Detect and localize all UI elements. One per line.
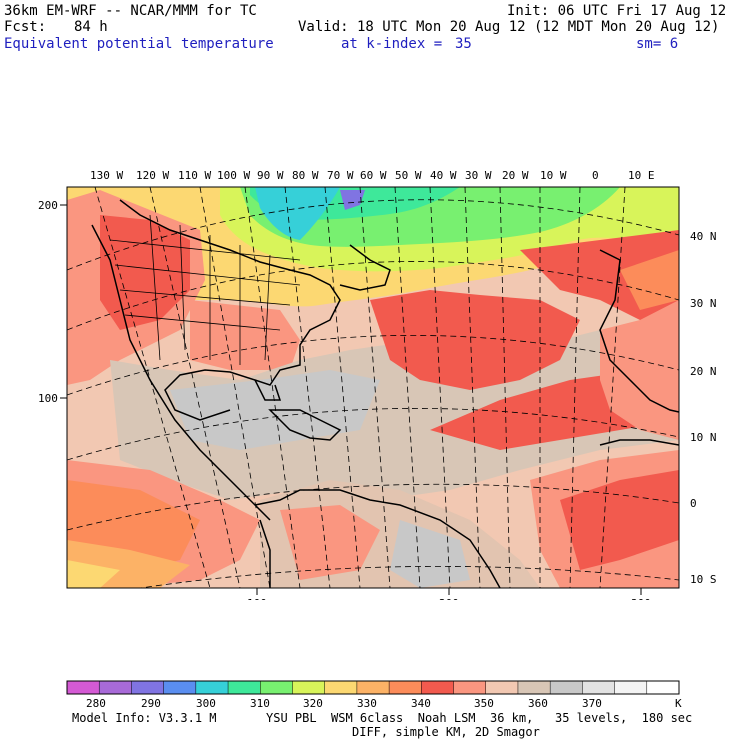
lon-label: 10 E bbox=[628, 169, 655, 182]
colorbar-swatch bbox=[453, 681, 487, 694]
lon-label: 40 W bbox=[430, 169, 457, 182]
longitude-labels: 130 W 120 W 110 W 100 W 90 W 80 W 70 W 6… bbox=[90, 169, 655, 182]
colorbar-swatch bbox=[614, 681, 648, 694]
model-title: 36km EM-WRF -- NCAR/MMM for TC bbox=[4, 3, 257, 19]
map-frame bbox=[66, 186, 680, 589]
colorbar-tick: 330 bbox=[357, 697, 377, 710]
frame-ticks bbox=[60, 204, 642, 595]
grid-x-label: 100 bbox=[247, 597, 267, 600]
colorbar-swatch bbox=[324, 681, 358, 694]
colorbar-unit: K bbox=[675, 697, 682, 710]
colorbar-swatch bbox=[131, 681, 165, 694]
valid-time: Valid: 18 UTC Mon 20 Aug 12 (12 MDT Mon … bbox=[298, 19, 720, 35]
colorbar-tick: 340 bbox=[411, 697, 431, 710]
colorbar-swatch bbox=[99, 681, 132, 694]
lon-label: 0 bbox=[592, 169, 599, 182]
physics-info: YSU PBL WSM 6class Noah LSM 36 km, 35 le… bbox=[266, 711, 693, 725]
colorbar-swatch bbox=[163, 681, 197, 694]
colorbar-swatch bbox=[389, 681, 422, 694]
coastlines bbox=[91, 199, 679, 588]
lat-label: 20 N bbox=[690, 365, 717, 378]
forecast-label: Fcst: bbox=[4, 19, 47, 35]
color-bar: 280 290 300 310 320 330 340 350 360 370 … bbox=[66, 680, 682, 710]
lon-label: 50 W bbox=[395, 169, 422, 182]
lat-label: 40 N bbox=[690, 230, 717, 243]
lon-label: 20 W bbox=[502, 169, 529, 182]
colorbar-tick: 350 bbox=[474, 697, 494, 710]
colorbar-swatch bbox=[517, 681, 551, 694]
colorbar-tick: 290 bbox=[141, 697, 161, 710]
level-value: 35 bbox=[455, 36, 472, 52]
grid-y-label: 100 bbox=[38, 392, 58, 405]
colorbar-swatch bbox=[260, 681, 293, 694]
theta-e-map: 130 W 120 W 110 W 100 W 90 W 80 W 70 W 6… bbox=[38, 169, 717, 600]
colorbar-swatch bbox=[67, 681, 100, 694]
lon-label: 70 W bbox=[327, 169, 354, 182]
diffusion-info: DIFF, simple KM, 2D Smagor bbox=[352, 725, 540, 739]
state-borders bbox=[109, 214, 301, 365]
colorbar-tick: 370 bbox=[582, 697, 602, 710]
grid-x-label: 200 bbox=[439, 597, 459, 600]
color-bar-swatches bbox=[66, 681, 680, 694]
colorbar-swatch bbox=[582, 681, 616, 694]
colorbar-swatch bbox=[550, 681, 583, 694]
forecast-hours: 84 h bbox=[74, 19, 108, 35]
lon-label: 100 W bbox=[217, 169, 250, 182]
grid-y-label: 200 bbox=[38, 199, 58, 212]
shaded-field bbox=[67, 187, 679, 588]
colorbar-tick: 360 bbox=[528, 697, 548, 710]
color-bar-ticks: 280 290 300 310 320 330 340 350 360 370 … bbox=[86, 697, 682, 710]
lat-label: 0 bbox=[690, 497, 697, 510]
colorbar-swatch bbox=[228, 681, 261, 694]
grid-x-label: 300 bbox=[631, 597, 651, 600]
colorbar-tick: 310 bbox=[250, 697, 270, 710]
lon-label: 80 W bbox=[292, 169, 319, 182]
colorbar-swatch bbox=[646, 681, 680, 694]
lon-label: 30 W bbox=[465, 169, 492, 182]
colorbar-swatch bbox=[356, 681, 390, 694]
lon-label: 120 W bbox=[136, 169, 169, 182]
lon-label: 90 W bbox=[257, 169, 284, 182]
color-bar-frame bbox=[66, 680, 680, 695]
lat-label: 10 S bbox=[690, 573, 717, 586]
colorbar-swatch bbox=[485, 681, 519, 694]
lon-label: 110 W bbox=[178, 169, 211, 182]
level-label: at k-index = bbox=[341, 36, 443, 52]
colorbar-tick: 300 bbox=[196, 697, 216, 710]
model-info: Model Info: V3.3.1 M bbox=[72, 711, 217, 725]
init-time: Init: 06 UTC Fri 17 Aug 12 bbox=[507, 3, 727, 19]
colorbar-tick: 320 bbox=[303, 697, 323, 710]
field-name: Equivalent potential temperature bbox=[4, 36, 274, 52]
latitude-labels: 40 N 30 N 20 N 10 N 0 10 S bbox=[690, 230, 717, 586]
colorbar-swatch bbox=[421, 681, 455, 694]
lon-label: 60 W bbox=[360, 169, 387, 182]
colorbar-swatch bbox=[292, 681, 326, 694]
lat-label: 30 N bbox=[690, 297, 717, 310]
grid-index-labels: 200 100 100 200 300 bbox=[38, 199, 651, 600]
colorbar-tick: 280 bbox=[86, 697, 106, 710]
latlon-grid bbox=[67, 187, 679, 588]
smoothing-label: sm= 6 bbox=[636, 36, 679, 52]
lat-label: 10 N bbox=[690, 431, 717, 444]
colorbar-swatch bbox=[195, 681, 229, 694]
lon-label: 10 W bbox=[540, 169, 567, 182]
lon-label: 130 W bbox=[90, 169, 123, 182]
